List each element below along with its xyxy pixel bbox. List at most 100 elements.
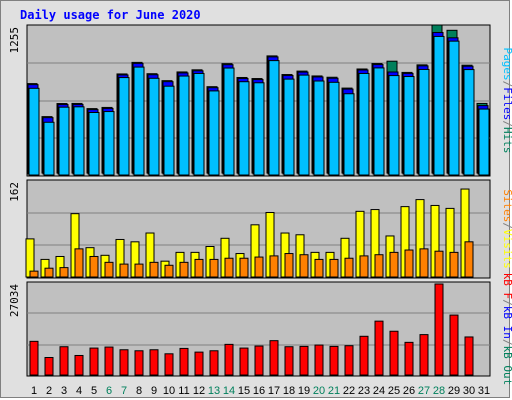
bar-pages xyxy=(103,111,115,176)
bar-kbytes xyxy=(254,345,264,376)
bar-kbytes xyxy=(59,346,69,376)
bar-sites xyxy=(389,251,399,278)
axis-legend-part: / xyxy=(501,81,512,88)
x-tick-label: 20 xyxy=(313,385,325,397)
bar-sites xyxy=(419,248,429,278)
x-tick-label: 21 xyxy=(328,385,340,397)
bar-pages xyxy=(178,75,190,176)
bar-kbytes xyxy=(149,349,159,376)
x-tick-label: 18 xyxy=(283,385,295,397)
x-tick-label: 1 xyxy=(31,385,37,397)
x-tick-label: 31 xyxy=(478,385,490,397)
axis-legend-part: Pages xyxy=(501,48,512,81)
bar-sites xyxy=(59,267,69,278)
bar-pages xyxy=(238,81,250,176)
bar-pages xyxy=(163,85,175,176)
bar-kbytes xyxy=(89,347,99,376)
bar-kbytes xyxy=(374,320,384,376)
bar-sites xyxy=(314,258,324,278)
x-tick-label: 22 xyxy=(343,385,355,397)
bar-sites xyxy=(179,261,189,278)
bar-sites xyxy=(344,257,354,278)
x-tick-label: 16 xyxy=(253,385,265,397)
bar-pages xyxy=(88,111,100,176)
bar-kbytes xyxy=(434,283,444,376)
bar-sites xyxy=(374,254,384,278)
x-tick-label: 4 xyxy=(76,385,82,397)
bar-kbytes xyxy=(119,349,129,376)
bar-sites xyxy=(359,255,369,278)
bar-kbytes xyxy=(314,344,324,376)
chart-title: Daily usage for June 2020 xyxy=(20,8,201,22)
bar-sites xyxy=(104,261,114,278)
bar-pages xyxy=(133,66,145,176)
bar-kbytes xyxy=(164,353,174,376)
bar-pages xyxy=(463,69,475,176)
bar-kbytes xyxy=(284,346,294,376)
x-tick-label: 15 xyxy=(238,385,250,397)
bar-kbytes xyxy=(29,340,39,376)
bar-pages xyxy=(403,76,415,176)
axis-legend-hits: Pages/Files/Hits xyxy=(501,48,512,154)
bar-kbytes xyxy=(299,345,309,376)
x-tick-label: 6 xyxy=(106,385,112,397)
bar-sites xyxy=(224,257,234,278)
bar-kbytes xyxy=(179,347,189,376)
bar-kbytes xyxy=(104,346,114,376)
ymax-label-visits: 162 xyxy=(8,182,21,202)
bar-sites xyxy=(464,241,474,278)
bar-kbytes xyxy=(134,350,144,376)
axis-legend-part: Files xyxy=(501,87,512,120)
bar-pages xyxy=(193,72,205,176)
axis-legend-visits: Sites/Visits xyxy=(501,189,512,269)
bar-sites xyxy=(194,258,204,278)
bar-pages xyxy=(253,82,265,176)
bar-pages xyxy=(223,67,235,176)
x-tick-label: 27 xyxy=(418,385,430,397)
bar-sites xyxy=(284,253,294,278)
bar-pages xyxy=(148,77,160,176)
bar-kbytes xyxy=(194,351,204,376)
bar-kbytes xyxy=(419,334,429,376)
bar-kbytes xyxy=(464,336,474,376)
bar-pages xyxy=(58,106,70,176)
bar-kbytes xyxy=(224,343,234,376)
bar-kbytes xyxy=(359,335,369,376)
x-tick-label: 29 xyxy=(448,385,460,397)
bar-sites xyxy=(74,248,84,278)
bar-sites xyxy=(254,256,264,278)
x-tick-label: 26 xyxy=(403,385,415,397)
bar-kbytes xyxy=(44,356,54,376)
bar-sites xyxy=(449,251,459,278)
bar-kbytes xyxy=(74,354,84,376)
bar-sites xyxy=(164,264,174,278)
bar-sites xyxy=(149,261,159,278)
axis-legend-part: / xyxy=(501,299,512,306)
x-tick-label: 5 xyxy=(91,385,97,397)
bar-kbytes xyxy=(209,350,219,376)
axis-legend-part: / xyxy=(501,339,512,346)
bar-pages xyxy=(43,121,55,176)
bar-sites xyxy=(404,249,414,278)
bar-kbytes xyxy=(449,314,459,376)
axis-legend-part: kB Out xyxy=(501,346,512,386)
x-tick-label: 24 xyxy=(373,385,385,397)
x-tick-label: 11 xyxy=(178,385,189,397)
x-tick-label: 12 xyxy=(193,385,205,397)
x-tick-label: 30 xyxy=(463,385,475,397)
bar-sites xyxy=(29,270,39,278)
bar-sites xyxy=(269,255,279,278)
bar-pages xyxy=(418,68,430,176)
bar-pages xyxy=(28,87,40,176)
x-tick-label: 14 xyxy=(223,385,235,397)
x-tick-label: 7 xyxy=(121,385,127,397)
x-tick-label: 10 xyxy=(163,385,175,397)
bar-pages xyxy=(268,60,280,176)
bar-pages xyxy=(73,106,85,176)
ymax-label-hits: 1255 xyxy=(8,27,21,54)
x-tick-label: 25 xyxy=(388,385,400,397)
x-tick-label: 19 xyxy=(298,385,310,397)
bar-pages xyxy=(388,75,400,176)
x-tick-label: 2 xyxy=(46,385,52,397)
